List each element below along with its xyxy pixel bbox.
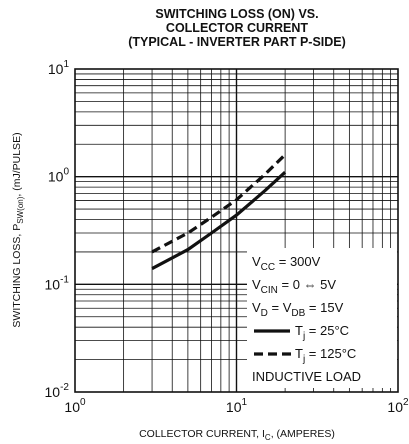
y-tick-label: 101 xyxy=(48,59,70,77)
annotation-vcin: VCIN = 0 ⇔ 5V xyxy=(252,277,336,296)
y-tick-label: 10-1 xyxy=(45,274,70,292)
y-tick-label: 10-2 xyxy=(45,382,70,400)
plot-frame xyxy=(74,68,399,393)
chart-title-line-3: (TYPICAL - INVERTER PART P-SIDE) xyxy=(128,35,346,49)
annotation-inductive-load: INDUCTIVE LOAD xyxy=(252,369,361,384)
x-tick-label: 102 xyxy=(387,397,409,415)
x-tick-label: 100 xyxy=(64,397,86,415)
annotation-vd: VD = VDB = 15V xyxy=(252,300,344,319)
legend-label-tj-125c: Tj = 125°C xyxy=(295,346,356,365)
series-line-tj-125c xyxy=(151,153,287,254)
x-axis-label: COLLECTOR CURRENT, IC, (AMPERES) xyxy=(139,428,335,442)
chart-title-line-1: SWITCHING LOSS (ON) VS. xyxy=(155,7,318,21)
y-axis-label: SWITCHING LOSS, PSW(on), (mJ/PULSE) xyxy=(11,132,25,327)
series-line-tj-25c xyxy=(151,171,287,271)
y-tick-label: 100 xyxy=(48,167,70,185)
legend-label-tj-25c: Tj = 25°C xyxy=(295,323,349,342)
annotation-vcc: VCC = 300V xyxy=(252,254,321,273)
tick-labels: 100 101 102 10-2 10-1 100 101 xyxy=(45,59,409,415)
chart-title-line-2: COLLECTOR CURRENT xyxy=(166,21,308,35)
legend-box xyxy=(247,248,397,388)
x-tick-label: 101 xyxy=(226,397,248,415)
